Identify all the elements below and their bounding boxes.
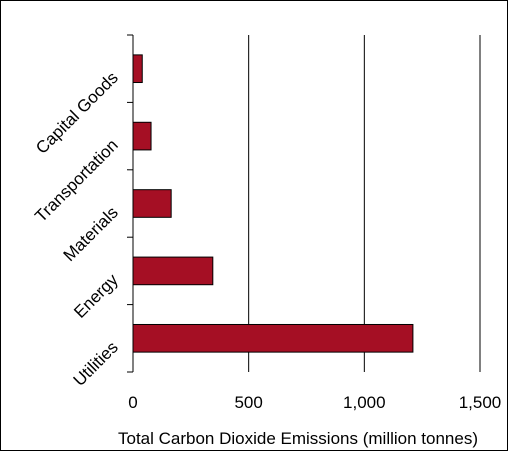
bar-energy bbox=[132, 256, 214, 286]
x-tick-label: 0 bbox=[128, 393, 137, 412]
bar-utilities bbox=[132, 323, 414, 353]
bar-capital-goods bbox=[132, 54, 143, 84]
bar-transportation bbox=[132, 121, 152, 151]
x-tick-label: 1,000 bbox=[343, 393, 386, 412]
grid-lines bbox=[248, 35, 481, 372]
axes bbox=[127, 34, 134, 373]
bars bbox=[132, 54, 414, 353]
x-tick-label: 500 bbox=[234, 393, 262, 412]
bar-materials bbox=[132, 189, 172, 218]
x-tick-label: 1,500 bbox=[459, 393, 502, 412]
x-axis-title: Total Carbon Dioxide Emissions (million … bbox=[118, 429, 478, 448]
